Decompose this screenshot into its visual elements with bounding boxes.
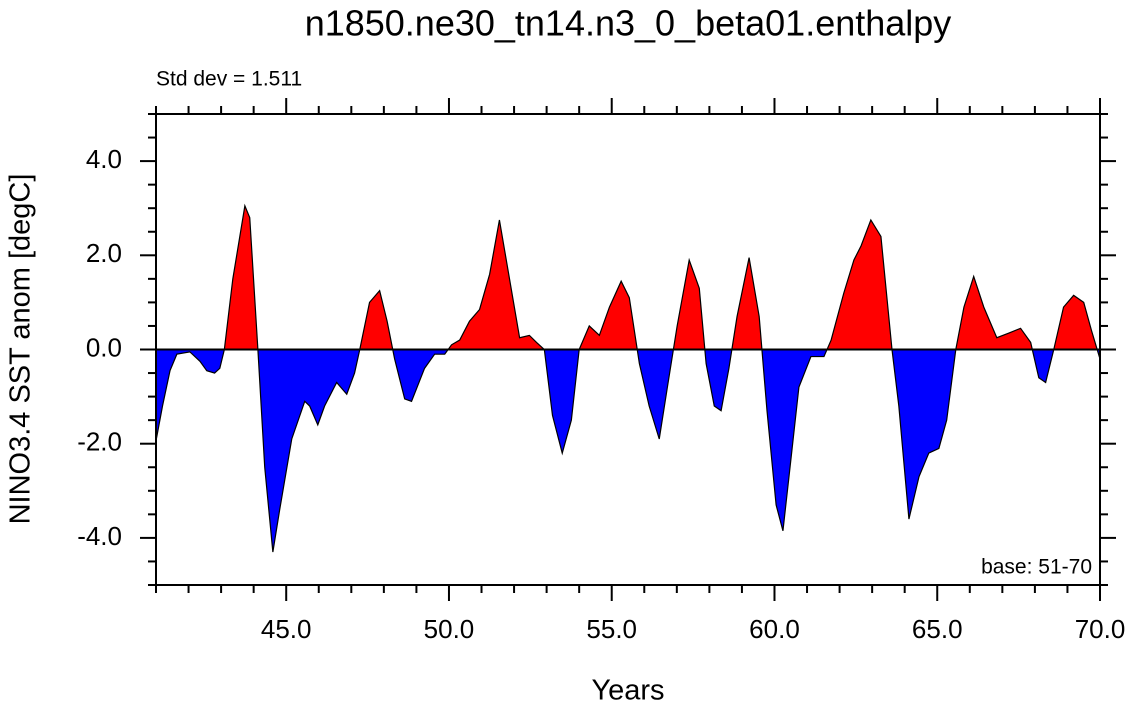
x-tick-label: 50.0 (424, 614, 475, 644)
area-below (156, 349, 1100, 553)
line (155, 203, 1101, 553)
y-tick-label: 2.0 (86, 238, 122, 268)
y-tick-label: 0.0 (86, 332, 122, 362)
x-tick-label: 55.0 (586, 614, 637, 644)
y-tick-label: 4.0 (86, 144, 122, 174)
y-axis-label: NINO3.4 SST anom [degC] (5, 174, 37, 525)
x-tick-label: 60.0 (749, 614, 800, 644)
y-tick-label: -4.0 (77, 521, 122, 551)
x-tick-label: 70.0 (1075, 614, 1126, 644)
y-tick-label: -2.0 (77, 427, 122, 457)
x-tick-label: 45.0 (261, 614, 312, 644)
x-axis-label: Years (591, 675, 664, 707)
area-above (156, 205, 1100, 350)
annotation: base: 51-70 (981, 556, 1092, 579)
chart-title: n1850.ne30_tn14.n3_0_beta01.enthalpy (305, 3, 952, 44)
subtitle: Std dev = 1.511 (156, 68, 302, 91)
x-tick-label: 65.0 (912, 614, 963, 644)
